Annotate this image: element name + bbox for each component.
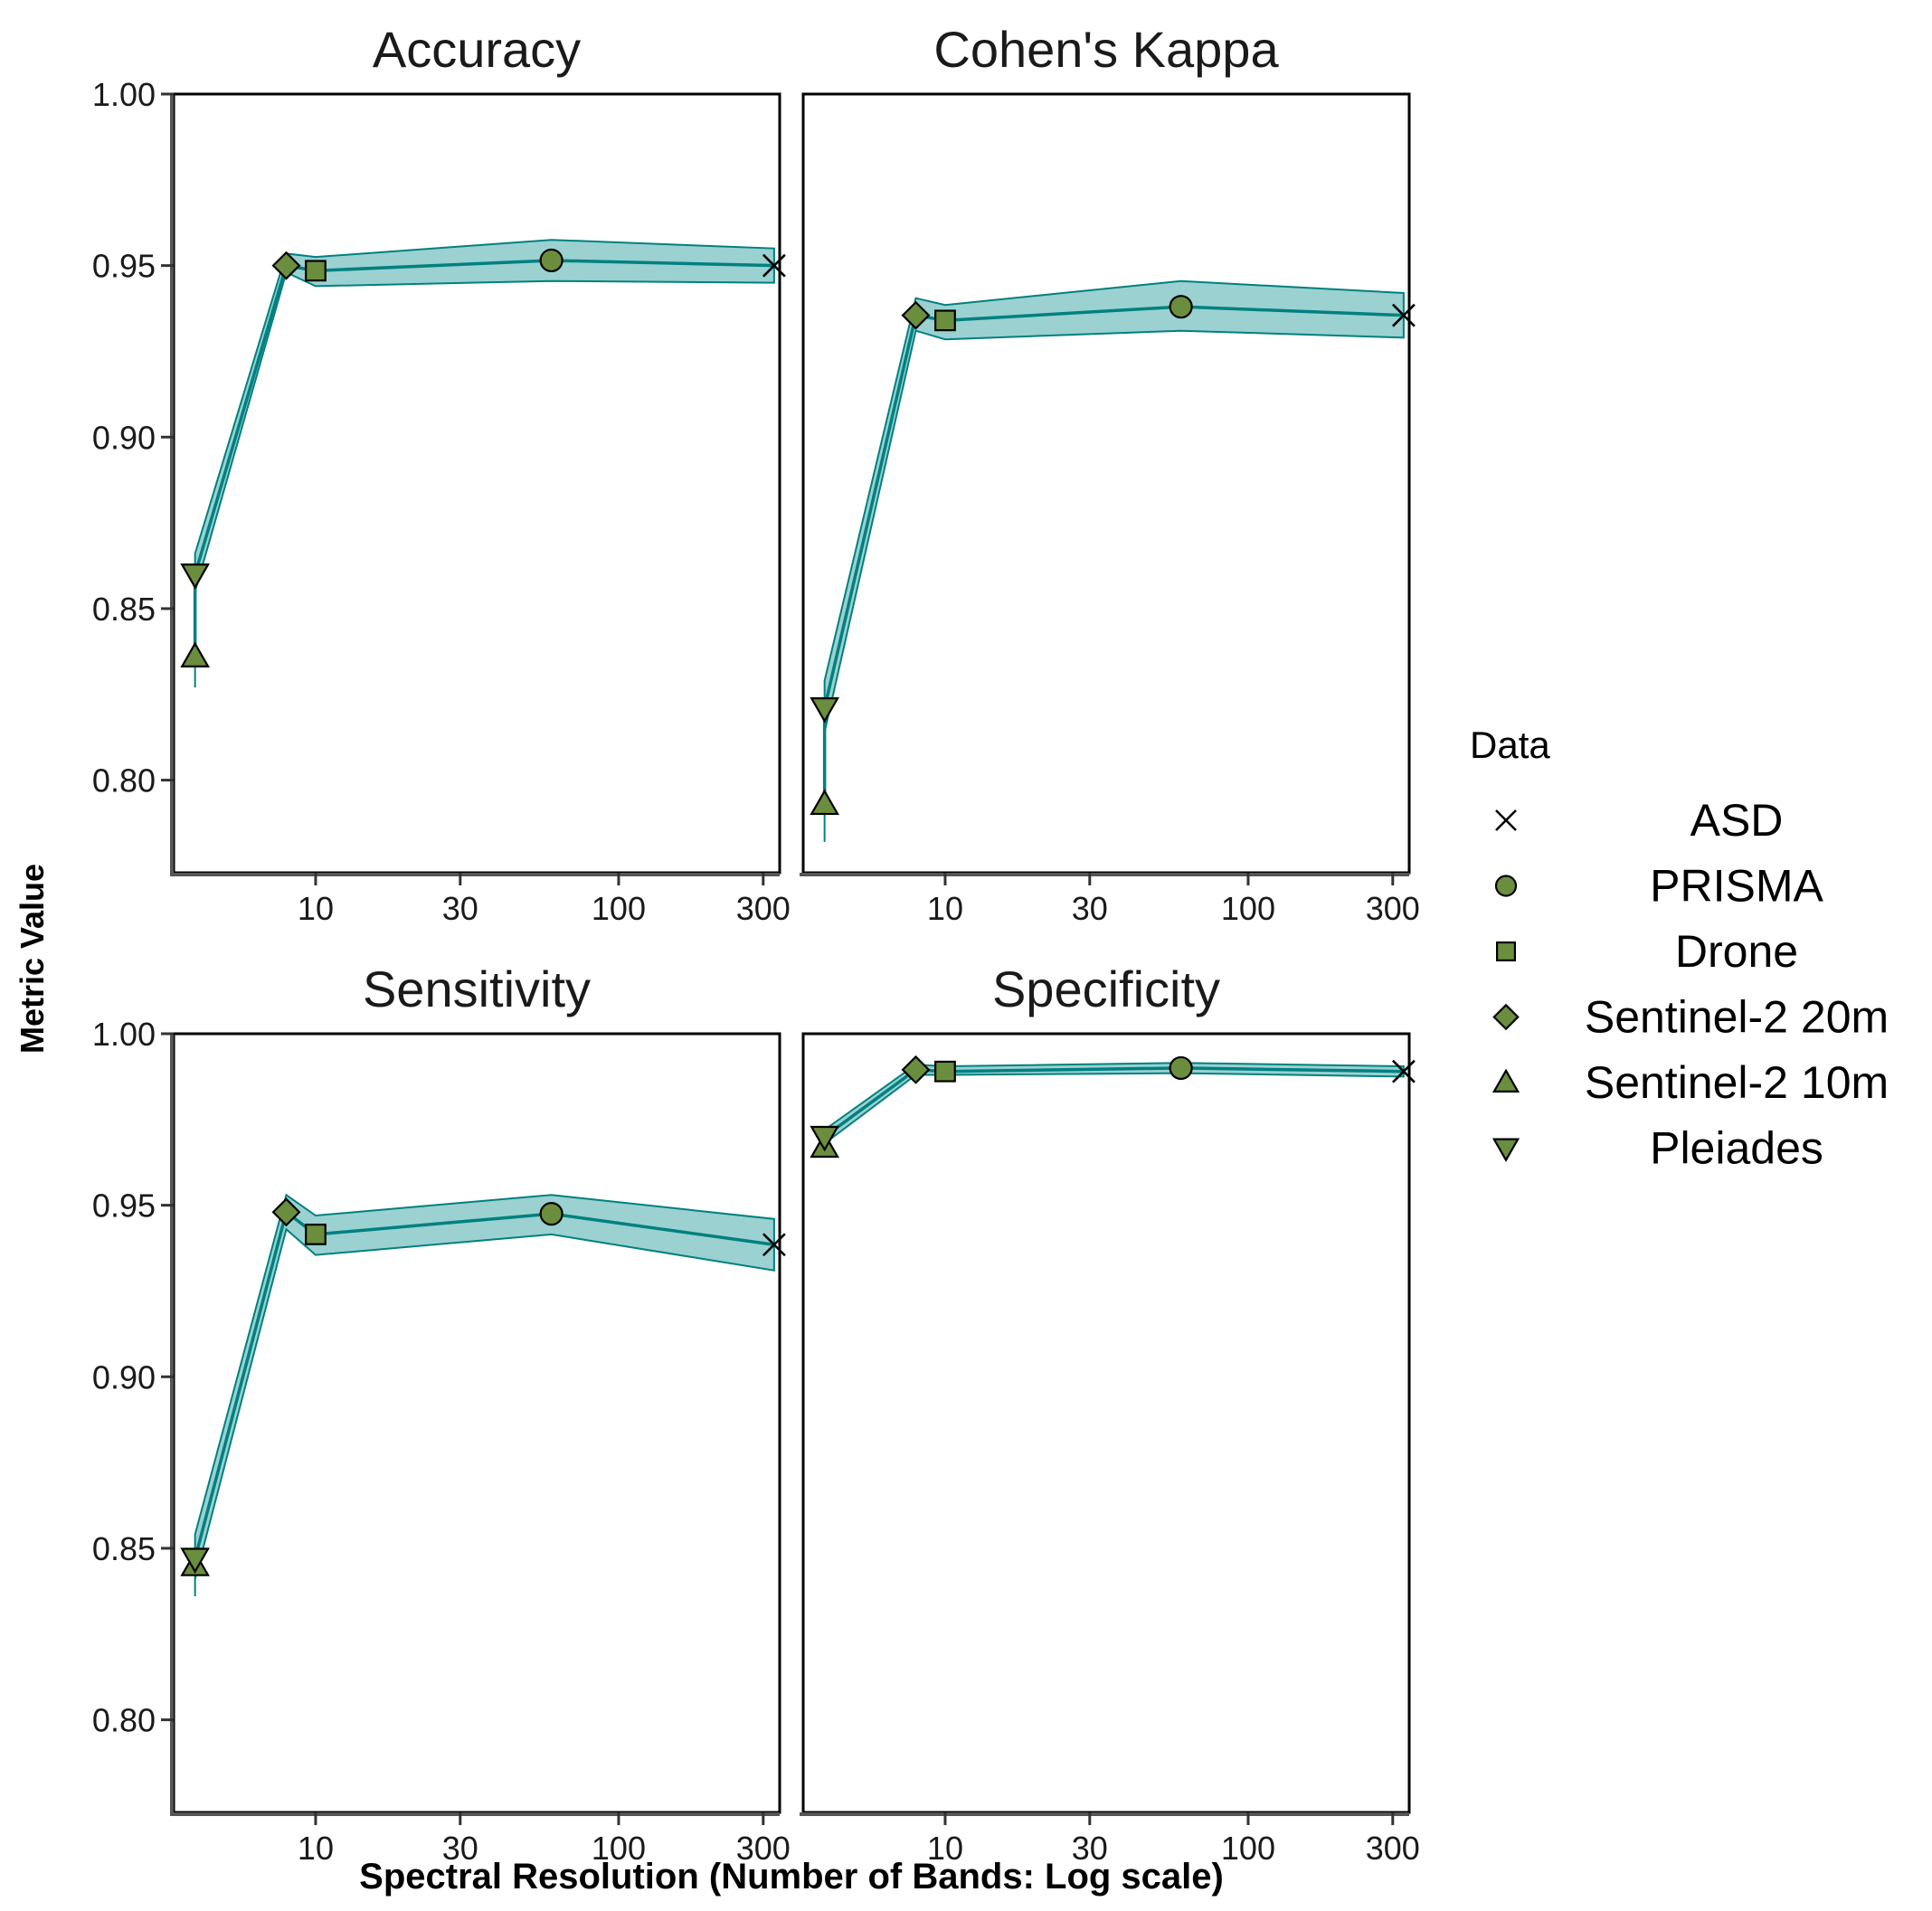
square-icon xyxy=(1495,941,1516,961)
x-icon xyxy=(1495,809,1517,831)
triangle-up-icon xyxy=(1492,1068,1520,1093)
legend-label: PRISMA xyxy=(1650,861,1823,912)
legend-label: Pleiades xyxy=(1650,1123,1823,1174)
x-icon-stroke-b xyxy=(1495,809,1517,831)
point-asd-stroke-b xyxy=(762,1233,786,1257)
legend-item-prisma: PRISMA xyxy=(1494,861,1823,912)
x-tick-label: 100 xyxy=(592,890,646,927)
y-axis-title: Metric Value xyxy=(14,864,51,1054)
confidence-ribbon xyxy=(194,239,775,688)
point-asd xyxy=(762,253,786,278)
y-tick-label: 0.95 xyxy=(92,1187,156,1225)
legend-item-pleiades: Pleiades xyxy=(1492,1123,1823,1174)
series-line xyxy=(193,1209,775,1566)
point-sentinel-2-10m xyxy=(180,641,210,667)
y-tick-label: 1.00 xyxy=(92,1016,156,1053)
point-drone xyxy=(305,1223,327,1245)
legend-item-drone: Drone xyxy=(1495,926,1798,977)
facet-title: Cohen's Kappa xyxy=(933,21,1279,78)
x-tick-label: 30 xyxy=(1072,1830,1108,1867)
x-tick-label: 10 xyxy=(927,1830,963,1867)
y-tick-label: 0.85 xyxy=(92,1530,156,1567)
point-sentinel-2-20m xyxy=(901,300,931,330)
facet-sensitivity: Sensitivity 0.80 0.85 0.90 0.95 1.00 10 30 100 30… xyxy=(92,960,791,1867)
point-asd-stroke-b xyxy=(1391,303,1416,327)
x-tick-label: 10 xyxy=(298,890,334,927)
point-sentinel-2-20m xyxy=(271,1197,301,1227)
y-tick-label: 0.90 xyxy=(92,419,156,456)
point-prisma xyxy=(539,1202,564,1226)
legend-title: Data xyxy=(1470,724,1550,766)
point-drone xyxy=(934,1060,956,1083)
facet-specificity: Specificity 10 30 100 300 xyxy=(800,960,1420,1867)
facet-title: Sensitivity xyxy=(363,960,591,1017)
point-pleiades xyxy=(810,697,839,724)
confidence-ribbon xyxy=(194,1193,775,1597)
facet-accuracy: Accuracy 0.80 0.85 0.90 0.95 1.00 10 30 100 300 xyxy=(92,21,791,927)
y-tick-label: 0.80 xyxy=(92,1702,156,1739)
panel-border xyxy=(172,92,781,875)
point-asd-stroke-b xyxy=(1391,1059,1416,1083)
y-tick-label: 0.80 xyxy=(92,762,156,799)
x-tick-label: 30 xyxy=(442,1830,478,1867)
point-asd xyxy=(1391,303,1416,327)
x-tick-label: 300 xyxy=(736,890,791,927)
legend-label: Drone xyxy=(1675,926,1798,977)
point-asd xyxy=(762,1233,786,1257)
x-tick-label: 300 xyxy=(1366,890,1420,927)
y-tick-label: 1.00 xyxy=(92,76,156,113)
legend-item-sentinel-2-20m: Sentinel-2 20m xyxy=(1492,992,1889,1043)
panel-border xyxy=(801,1032,1411,1814)
x-tick-label: 30 xyxy=(1072,890,1108,927)
y-tick-label: 0.95 xyxy=(92,248,156,285)
point-prisma xyxy=(1169,1055,1193,1081)
point-drone xyxy=(305,260,327,282)
point-sentinel-2-20m xyxy=(271,251,301,280)
confidence-ribbon xyxy=(823,279,1405,842)
point-asd-stroke-b xyxy=(762,253,786,278)
panel-border xyxy=(801,92,1411,875)
x-axis-title: Spectral Resolution (Number of Bands: Lo… xyxy=(359,1857,1224,1897)
y-tick-label: 0.90 xyxy=(92,1358,156,1395)
legend-item-asd: ASD xyxy=(1495,795,1784,846)
point-asd xyxy=(1391,1059,1416,1083)
series-line xyxy=(193,259,774,657)
x-tick-label: 300 xyxy=(1366,1830,1420,1867)
legend-label: Sentinel-2 20m xyxy=(1585,992,1889,1043)
x-tick-label: 100 xyxy=(592,1830,646,1867)
point-drone xyxy=(934,309,956,332)
x-tick-label: 100 xyxy=(1221,890,1275,927)
point-pleiades xyxy=(180,1547,210,1574)
series-line xyxy=(822,1066,1404,1148)
series-line xyxy=(822,305,1404,805)
legend-label: ASD xyxy=(1690,795,1784,846)
facet-title: Specificity xyxy=(992,960,1220,1017)
x-tick-label: 300 xyxy=(736,1830,791,1867)
point-pleiades xyxy=(180,563,210,590)
y-tick-label: 0.85 xyxy=(92,591,156,628)
facet-cohen-s-kappa: Cohen's Kappa 10 30 100 300 xyxy=(800,21,1420,927)
point-prisma xyxy=(539,248,564,273)
diamond-icon xyxy=(1492,1003,1520,1031)
legend-item-sentinel-2-10m: Sentinel-2 10m xyxy=(1492,1057,1889,1108)
x-tick-label: 100 xyxy=(1221,1830,1275,1867)
panel-border xyxy=(172,1032,781,1814)
facet-title: Accuracy xyxy=(373,21,581,78)
point-prisma xyxy=(1169,295,1193,319)
triangle-down-icon xyxy=(1492,1138,1520,1162)
point-pleiades xyxy=(810,1125,839,1152)
circle-icon xyxy=(1494,875,1518,897)
point-sentinel-2-10m xyxy=(810,789,839,816)
legend-label: Sentinel-2 10m xyxy=(1585,1057,1889,1108)
x-tick-label: 10 xyxy=(927,890,963,927)
x-tick-label: 30 xyxy=(442,890,478,927)
legend: Data ASD PRISMA Drone Sentinel-2 20m Sentine… xyxy=(1470,724,1889,1174)
x-tick-label: 10 xyxy=(298,1830,334,1867)
point-sentinel-2-20m xyxy=(901,1055,931,1084)
